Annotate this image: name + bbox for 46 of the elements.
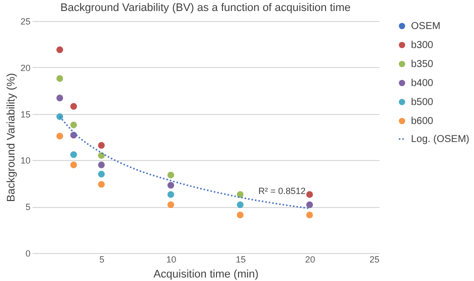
point	[236, 212, 244, 218]
point	[236, 191, 244, 198]
point	[306, 212, 313, 218]
x-axis-title: Acquisition time (min)	[153, 268, 259, 280]
y-tick-label: 25	[20, 16, 30, 26]
legend-label: Log. (OSEM)	[411, 134, 470, 145]
point	[167, 182, 174, 189]
point	[70, 122, 77, 128]
point	[236, 201, 244, 208]
point	[98, 170, 105, 178]
point	[306, 201, 313, 208]
legend-label: b300	[411, 40, 434, 51]
point	[98, 142, 105, 149]
legend-label: b400	[411, 78, 434, 89]
point	[56, 113, 64, 120]
point	[70, 161, 77, 168]
point	[98, 152, 105, 159]
x-tick-label: 15	[236, 254, 246, 264]
legend-label: b350	[411, 59, 434, 70]
y-axis-title: Background Variability (%)	[5, 73, 18, 202]
point	[167, 172, 174, 178]
legend-label: b500	[411, 97, 434, 108]
chart-title: Background Variability (BV) as a function of acquisition time	[60, 2, 351, 14]
legend-label: OSEM	[411, 21, 440, 32]
y-tick-label: 20	[20, 62, 30, 73]
point	[70, 151, 77, 158]
y-tick-label: 0	[25, 248, 30, 258]
point	[56, 46, 64, 54]
legend-label: b600	[411, 116, 434, 127]
point	[56, 94, 64, 102]
point	[167, 201, 174, 208]
x-tick-label: 5	[99, 254, 104, 264]
point	[98, 161, 105, 168]
x-tick-label: 10	[166, 254, 176, 264]
y-tick-label: 10	[20, 156, 30, 166]
point	[98, 180, 105, 188]
annotation: R² = 0.8512	[258, 186, 306, 196]
point	[56, 132, 64, 140]
point	[70, 103, 77, 110]
point	[306, 191, 313, 198]
y-tick-label: 15	[20, 109, 30, 120]
point	[56, 75, 64, 82]
y-tick-label: 5	[25, 202, 30, 212]
point	[167, 191, 174, 198]
x-tick-label: 25	[369, 254, 380, 264]
x-tick-label: 20	[305, 254, 316, 264]
